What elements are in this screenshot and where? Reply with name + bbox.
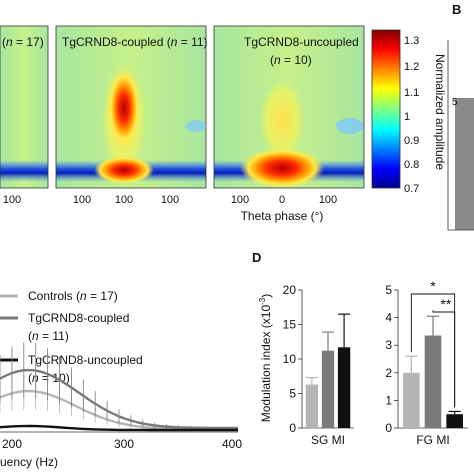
sig-bracket <box>432 310 456 408</box>
y-tick-label: 0 <box>385 421 392 435</box>
xtick: 100 <box>231 194 249 206</box>
xtick: 100 <box>73 194 91 206</box>
sig-label: * <box>430 278 436 294</box>
colorbar-tick: 1 <box>404 111 410 123</box>
bar-chart-fg: 0 1 2 3 4 5 FG MI *** <box>385 278 468 447</box>
group-label: SG MI <box>311 433 345 447</box>
y-tick-label: 15 <box>283 318 297 332</box>
heatmap-controls-title: (n = 17) <box>2 35 44 49</box>
panel-b-value: 5 <box>452 97 458 108</box>
xtick: 100 <box>161 194 179 206</box>
line-series <box>0 368 239 430</box>
y-tick-label: 20 <box>283 283 297 297</box>
bar <box>321 350 335 428</box>
colorbar-tick: 1.3 <box>404 35 419 47</box>
heatmap-uncoupled <box>186 25 365 189</box>
sig-label: ** <box>440 296 451 312</box>
line-xlabel: uency (Hz) <box>0 455 58 469</box>
y-tick-label: 2 <box>385 366 392 380</box>
bar <box>424 335 442 428</box>
legend-coupled-n: (n = 11) <box>28 329 69 343</box>
xtick: 0 <box>279 194 285 206</box>
line-marks <box>0 342 239 432</box>
heatmap-controls <box>0 25 49 189</box>
xtick: 100 <box>319 194 337 206</box>
panel-letter-d: D <box>252 250 261 265</box>
y-tick-label: 10 <box>283 352 297 366</box>
legend: Controls (n = 17) TgCRND8-coupled (n = 1… <box>0 289 143 385</box>
colorbar-tick: 0.8 <box>404 159 419 171</box>
y-tick-label: 1 <box>385 393 392 407</box>
colorbar-tick: 0.7 <box>404 183 419 195</box>
xtick: 400 <box>222 437 242 451</box>
bar-ylabel: Modulation index (x10-3) <box>258 294 273 423</box>
heatmap-coupled-title: TgCRND8-coupled (n = 11) <box>62 35 208 49</box>
y-tick-label: 5 <box>289 387 296 401</box>
colorbar-tick: 1.2 <box>404 61 419 73</box>
xtick: 100 <box>115 194 133 206</box>
line-series <box>0 424 238 432</box>
xtick: 300 <box>114 437 134 451</box>
xtick: 200 <box>2 437 22 451</box>
legend-coupled: TgCRND8-coupled <box>28 311 129 325</box>
colorbar-tick: 1.1 <box>404 87 419 99</box>
bar <box>403 372 420 428</box>
bar <box>337 347 351 428</box>
bar <box>446 414 463 428</box>
colorbar <box>371 29 401 189</box>
heatmap-coupled <box>55 25 207 189</box>
y-tick-label: 4 <box>385 311 392 325</box>
colorbar-label: Normalized amplitude <box>433 54 447 170</box>
legend-uncoupled: TgCRND8-uncoupled <box>28 353 143 367</box>
panel-b-bar <box>455 98 474 230</box>
xtick: 100 <box>3 194 21 206</box>
colorbar-tick: 0.9 <box>404 135 419 147</box>
heatmap-xlabel: Theta phase (°) <box>241 209 324 223</box>
y-tick-label: 5 <box>385 283 392 297</box>
y-tick-label: 3 <box>385 338 392 352</box>
power-spectrum-plot: Controls (n = 17) TgCRND8-coupled (n = 1… <box>0 289 242 469</box>
comodulogram-heatmaps: (n = 17) TgCRND8-coupled (n = 11) TgCRND… <box>0 2 474 231</box>
group-label: FG MI <box>416 433 449 447</box>
heatmap-uncoupled-n: (n = 10) <box>270 53 312 67</box>
legend-controls: Controls (n = 17) <box>28 289 118 303</box>
bar-chart-sg: 0 5 10 15 20 SG MI <box>283 283 354 447</box>
panel-letter-b: B <box>452 2 461 17</box>
heatmap-uncoupled-title: TgCRND8-uncoupled <box>244 35 359 49</box>
bar <box>305 384 319 428</box>
y-tick-label: 0 <box>289 421 296 435</box>
